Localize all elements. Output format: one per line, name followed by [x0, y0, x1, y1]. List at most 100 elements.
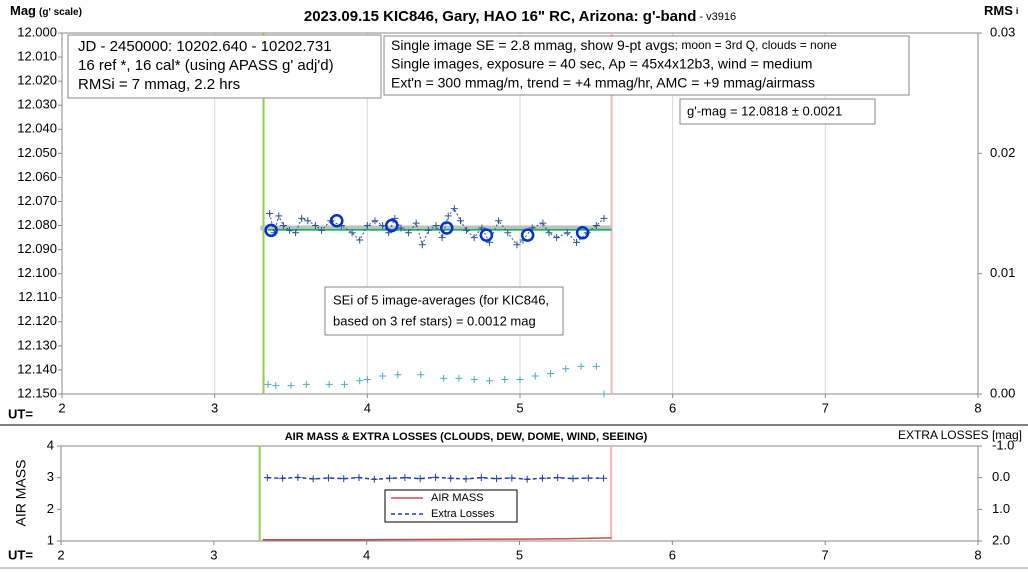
- plus-marker: [379, 222, 387, 230]
- plus-marker: [266, 210, 274, 217]
- x-tick-label: 6: [669, 547, 676, 562]
- plus-marker: [584, 474, 592, 482]
- plus-marker: [592, 222, 600, 230]
- plus-marker: [340, 475, 348, 483]
- plus-marker: [554, 474, 562, 482]
- chart-title: 2023.09.15 KIC846, Gary, HAO 16" RC, Ari…: [304, 8, 736, 25]
- y2-tick-label: 0.0: [992, 469, 1010, 484]
- x-tick-label: 6: [669, 400, 676, 415]
- plus-marker: [438, 234, 446, 242]
- plus-marker: [456, 217, 464, 225]
- annotation-line: SEi of 5 image-averages (for KIC846,: [333, 292, 549, 307]
- plus-marker: [516, 376, 524, 384]
- plus-marker: [493, 475, 501, 483]
- x-tick-label: 3: [211, 400, 218, 415]
- plus-marker: [562, 365, 570, 373]
- version-label: - v3916: [696, 11, 736, 23]
- plus-marker: [539, 219, 547, 227]
- y-tick-label: 12.040: [17, 121, 57, 136]
- annotation-line: Single images, exposure = 40 sec, Ap = 4…: [391, 56, 812, 72]
- plus-marker: [355, 474, 363, 482]
- plus-marker: [418, 241, 426, 249]
- plus-marker: [264, 380, 272, 388]
- plus-marker: [450, 205, 458, 213]
- plus-marker: [279, 222, 287, 230]
- y-tick-label: 4: [47, 437, 54, 452]
- annotation-line: 16 ref *, 16 cal* (using APASS g' adj'd): [78, 57, 334, 74]
- plus-marker: [412, 219, 420, 227]
- plus-marker: [569, 475, 577, 483]
- annotation-box: [679, 98, 876, 125]
- plus-marker: [431, 473, 439, 481]
- x-tick-label: 2: [58, 400, 65, 415]
- annotation-line: RMSi = 7 mmag, 2.2 hrs: [78, 76, 240, 93]
- average-marker: [330, 213, 344, 228]
- y-axis-label: AIR MASS: [13, 460, 29, 527]
- y-tick-label: 2: [47, 501, 54, 516]
- plus-marker: [318, 226, 326, 234]
- plus-marker: [444, 212, 452, 220]
- plus-marker: [455, 374, 463, 382]
- plus-marker: [287, 382, 295, 390]
- plus-marker: [379, 372, 387, 380]
- y-tick-label: 12.060: [17, 169, 57, 184]
- annotation-line: g'-mag = 12.0818 ± 0.0021: [687, 103, 842, 118]
- plus-marker: [356, 236, 364, 244]
- annotation-box: [383, 35, 910, 96]
- plus-marker: [523, 475, 531, 483]
- annotation-part: ; moon = 3rd Q, clouds = none: [675, 38, 837, 52]
- plus-marker: [324, 474, 332, 482]
- y-tick-label: 12.050: [17, 145, 57, 160]
- x-tick-label: 7: [822, 547, 829, 562]
- plus-marker: [470, 376, 478, 384]
- plus-marker: [424, 226, 432, 234]
- plus-marker: [501, 376, 509, 384]
- plus-marker: [477, 474, 485, 482]
- annotation-line: Single image SE = 2.8 mmag, show 9-pt av…: [391, 37, 837, 53]
- annotation-box: [67, 34, 382, 99]
- y2-axis-label-note: i: [1016, 6, 1019, 16]
- plus-marker: [302, 380, 310, 388]
- average-marker: [520, 228, 535, 242]
- x-axis-label: UT=: [8, 406, 33, 421]
- plus-marker: [547, 370, 555, 378]
- plus-marker: [600, 390, 608, 398]
- y-tick-label: 12.120: [17, 313, 57, 328]
- annotation-line: based on 3 ref stars) = 0.0012 mag: [333, 313, 536, 328]
- series-line: [269, 207, 605, 247]
- plus-marker: [577, 362, 585, 370]
- plus-marker: [371, 217, 379, 225]
- x-tick-label: 4: [364, 400, 371, 415]
- plus-marker: [275, 212, 283, 220]
- legend-box: [384, 489, 518, 523]
- plus-marker: [356, 377, 364, 385]
- plus-marker: [363, 222, 371, 230]
- plus-marker: [592, 362, 600, 370]
- average-marker: [385, 218, 399, 233]
- y2-tick-label: -1.0: [992, 437, 1014, 452]
- plus-marker: [470, 234, 478, 242]
- plus-marker: [531, 372, 539, 380]
- plus-marker: [513, 241, 521, 249]
- y-tick-label: 1: [47, 532, 54, 547]
- y-tick-label: 12.140: [17, 361, 57, 376]
- x-tick-label: 7: [822, 400, 829, 415]
- chart-title: AIR MASS & EXTRA LOSSES (CLOUDS, DEW, DO…: [285, 431, 648, 443]
- y-tick-label: 12.000: [17, 24, 57, 39]
- plus-marker: [447, 474, 455, 482]
- x-tick-label: 8: [974, 400, 981, 415]
- plus-marker: [485, 377, 493, 385]
- x-tick-label: 5: [516, 547, 523, 562]
- plus-marker: [401, 474, 409, 482]
- plus-marker: [462, 475, 470, 483]
- average-marker: [479, 228, 494, 242]
- y2-axis-label: RMS i: [984, 3, 1018, 18]
- plus-marker: [370, 475, 378, 483]
- plus-marker: [304, 217, 312, 225]
- x-tick-label: 4: [363, 547, 370, 562]
- y-tick-label: 12.090: [17, 241, 57, 256]
- plus-marker: [405, 229, 413, 237]
- plus-marker: [538, 474, 546, 482]
- y-axis-label-note: (g' scale): [39, 7, 82, 18]
- y-tick-label: 12.110: [18, 289, 57, 304]
